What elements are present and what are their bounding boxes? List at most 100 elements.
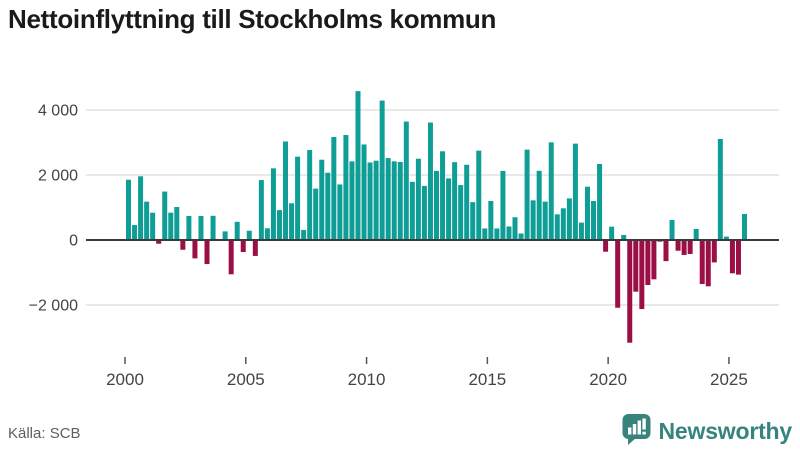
bar-2023Q3[interactable] [693,228,699,240]
bar-2023Q2[interactable] [687,240,693,254]
bar-2006Q1[interactable] [270,168,276,240]
bar-2009Q1[interactable] [343,135,349,240]
bar-2020Q4[interactable] [627,240,633,343]
bar-2010Q2[interactable] [373,160,379,240]
bar-2003Q3[interactable] [210,215,216,240]
bar-2011Q4[interactable] [409,181,415,240]
bar-2009Q2[interactable] [349,161,355,240]
bar-2024Q2[interactable] [711,240,717,263]
bar-2010Q4[interactable] [385,158,391,240]
bar-2004Q4[interactable] [240,240,246,253]
bar-2019Q2[interactable] [591,201,597,240]
bar-2013Q4[interactable] [458,185,464,240]
bar-2025Q1[interactable] [729,240,735,274]
bar-2024Q3[interactable] [717,138,723,241]
bar-2018Q1[interactable] [560,208,566,240]
bar-2020Q2[interactable] [615,240,621,308]
bar-2008Q2[interactable] [325,172,331,240]
bar-2005Q2[interactable] [252,240,258,256]
bar-2021Q1[interactable] [633,240,639,292]
bar-2025Q2[interactable] [735,240,741,275]
bar-2008Q3[interactable] [331,136,337,240]
bar-2004Q2[interactable] [228,240,234,275]
bar-2015Q3[interactable] [500,170,506,240]
bar-2013Q3[interactable] [452,162,458,240]
bar-2011Q3[interactable] [403,121,409,240]
bar-2007Q1[interactable] [295,156,301,240]
bar-2018Q4[interactable] [578,222,584,240]
bar-2004Q1[interactable] [222,231,228,240]
bar-2000Q1[interactable] [126,179,131,240]
bar-2001Q2[interactable] [156,240,162,244]
bar-2000Q3[interactable] [138,176,144,240]
bar-2016Q4[interactable] [530,200,536,240]
bar-2009Q3[interactable] [355,91,361,241]
bar-2013Q1[interactable] [440,151,446,240]
bar-2020Q3[interactable] [621,234,627,240]
bar-2014Q1[interactable] [464,164,470,240]
bar-2022Q4[interactable] [675,240,681,251]
bar-2007Q4[interactable] [313,188,319,240]
bar-2002Q3[interactable] [186,215,192,240]
bar-2007Q2[interactable] [301,229,307,241]
bar-2015Q2[interactable] [494,228,500,240]
bar-2016Q3[interactable] [524,149,530,240]
bar-2001Q1[interactable] [150,212,156,240]
bar-2017Q3[interactable] [548,142,554,240]
bar-2004Q3[interactable] [234,221,240,240]
bar-2008Q1[interactable] [319,159,325,240]
bar-2012Q1[interactable] [415,158,421,240]
bar-2011Q2[interactable] [397,162,403,240]
bar-2013Q2[interactable] [446,178,452,240]
bar-2015Q4[interactable] [506,226,512,240]
bar-2012Q3[interactable] [427,122,433,240]
bar-2022Q3[interactable] [669,220,675,240]
bar-2012Q4[interactable] [434,170,439,240]
bar-2007Q3[interactable] [307,149,313,240]
bar-2001Q3[interactable] [162,191,168,240]
bar-2000Q4[interactable] [144,201,150,240]
bar-2005Q4[interactable] [264,228,270,240]
bar-2001Q4[interactable] [168,212,174,240]
bar-2023Q4[interactable] [699,240,705,285]
bar-2002Q1[interactable] [174,207,180,240]
bar-2006Q2[interactable] [276,210,282,240]
bar-2003Q2[interactable] [204,240,210,265]
bar-2006Q3[interactable] [283,141,289,240]
bar-2014Q4[interactable] [482,228,488,240]
bar-2019Q3[interactable] [597,163,603,240]
bar-2010Q1[interactable] [367,162,373,240]
bar-2003Q1[interactable] [198,215,204,240]
bar-2016Q2[interactable] [518,233,524,241]
bar-2015Q1[interactable] [488,201,494,240]
bar-2002Q4[interactable] [192,240,198,259]
bar-2023Q1[interactable] [681,240,687,255]
bar-2011Q1[interactable] [391,161,397,240]
bar-2010Q3[interactable] [379,100,385,240]
bar-2017Q1[interactable] [536,170,542,240]
bar-2019Q1[interactable] [584,186,590,240]
bar-2014Q2[interactable] [470,202,476,240]
bar-2006Q4[interactable] [289,203,295,241]
bar-2012Q2[interactable] [421,185,427,240]
bar-2005Q1[interactable] [246,230,252,240]
bar-2000Q2[interactable] [132,225,138,240]
brand-logo[interactable]: Newsworthy [621,412,792,450]
bar-2018Q3[interactable] [572,143,578,240]
bar-2021Q2[interactable] [639,240,645,310]
bar-2021Q4[interactable] [651,240,657,280]
bar-2024Q4[interactable] [723,236,729,240]
bar-2002Q2[interactable] [180,240,186,250]
bar-2020Q1[interactable] [609,226,615,241]
bar-2008Q4[interactable] [337,184,343,241]
bar-2025Q3[interactable] [742,214,747,240]
bar-2014Q3[interactable] [476,150,482,241]
bar-2021Q3[interactable] [645,240,651,286]
bar-2017Q4[interactable] [554,214,560,240]
bar-2017Q2[interactable] [542,201,548,240]
bar-2019Q4[interactable] [603,240,609,252]
bar-2005Q3[interactable] [258,180,264,240]
bar-2016Q1[interactable] [512,217,518,240]
bar-2018Q2[interactable] [566,198,572,240]
bar-2024Q1[interactable] [705,240,711,287]
